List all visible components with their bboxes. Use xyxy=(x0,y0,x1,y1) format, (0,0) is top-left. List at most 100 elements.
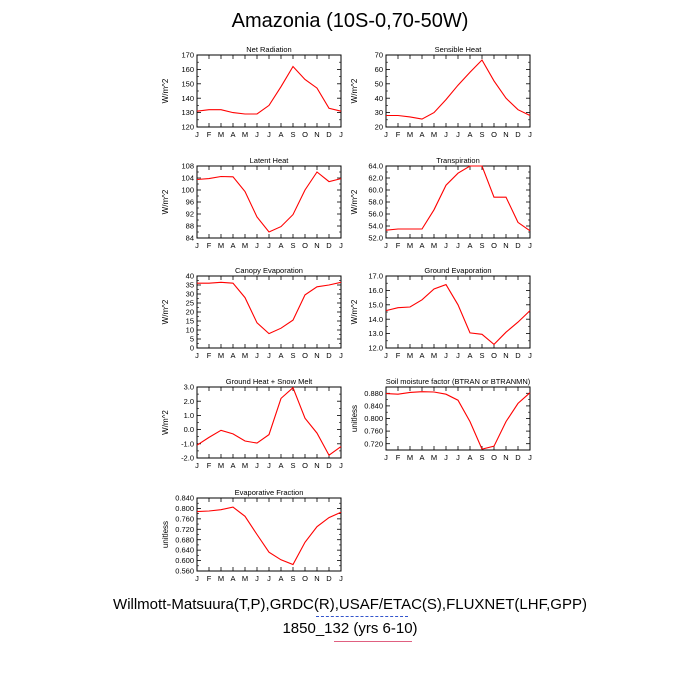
x-tick-label: N xyxy=(503,351,508,360)
x-tick-label: A xyxy=(230,130,235,139)
x-tick-label: M xyxy=(407,130,413,139)
x-tick-label: F xyxy=(396,453,401,462)
x-tick-label: O xyxy=(491,351,497,360)
y-tick-label: 96 xyxy=(186,198,194,207)
x-tick-label: M xyxy=(431,241,437,250)
panel-7: Ground Heat + Snow Melt W/m^2 -2.0 -1.0 0.0 1… xyxy=(161,377,343,470)
y-tick-label: 0.560 xyxy=(175,567,194,576)
x-tick-label: A xyxy=(278,130,283,139)
y-tick-label: 30 xyxy=(186,290,194,299)
x-tick-label: S xyxy=(290,574,295,583)
x-tick-label: A xyxy=(230,241,235,250)
x-tick-label: M xyxy=(242,130,248,139)
x-tick-label: A xyxy=(467,351,472,360)
y-tick-label: -2.0 xyxy=(181,454,194,463)
caption-underline-solid xyxy=(334,641,412,642)
x-tick-label: S xyxy=(479,453,484,462)
y-tick-label: 12.0 xyxy=(368,344,383,353)
x-tick-label: A xyxy=(278,241,283,250)
x-tick-label: J xyxy=(384,351,388,360)
x-tick-label: D xyxy=(515,130,521,139)
x-tick-label: O xyxy=(302,241,308,250)
y-tick-label: 0.720 xyxy=(175,525,194,534)
x-tick-label: J xyxy=(456,241,460,250)
x-tick-label: M xyxy=(218,461,224,470)
x-tick-label: A xyxy=(467,130,472,139)
x-tick-label: S xyxy=(290,130,295,139)
x-tick-label: J xyxy=(444,351,448,360)
x-tick-label: D xyxy=(326,574,332,583)
y-axis-label: W/m^2 xyxy=(161,299,170,324)
y-tick-label: 92 xyxy=(186,210,194,219)
x-tick-label: J xyxy=(255,351,259,360)
x-tick-label: M xyxy=(242,351,248,360)
y-axis-label: W/m^2 xyxy=(350,299,359,324)
x-tick-label: D xyxy=(515,351,521,360)
y-tick-label: 30 xyxy=(375,108,383,117)
x-tick-label: J xyxy=(267,351,271,360)
y-axis-label: W/m^2 xyxy=(161,189,170,214)
y-tick-label: 35 xyxy=(186,281,194,290)
series-line xyxy=(196,171,342,233)
x-tick-label: A xyxy=(467,453,472,462)
caption-underline-dashed xyxy=(316,616,408,617)
x-tick-label: J xyxy=(255,574,259,583)
x-tick-label: O xyxy=(302,130,308,139)
y-tick-label: 50 xyxy=(375,79,383,88)
y-axis-label: W/m^2 xyxy=(350,78,359,103)
x-tick-label: J xyxy=(195,351,199,360)
x-tick-label: F xyxy=(207,241,212,250)
y-axis-label: W/m^2 xyxy=(350,189,359,214)
y-tick-label: 120 xyxy=(181,123,194,132)
x-tick-label: J xyxy=(339,241,343,250)
x-tick-label: A xyxy=(230,574,235,583)
x-tick-label: F xyxy=(396,351,401,360)
panel-4: Transpiration W/m^2 52.0 54.0 56.0 58.0 60.0 62… xyxy=(350,156,532,250)
x-tick-label: A xyxy=(419,241,424,250)
y-tick-label: 100 xyxy=(181,186,194,195)
x-tick-label: J xyxy=(195,461,199,470)
x-tick-label: J xyxy=(339,574,343,583)
series-line xyxy=(196,506,342,566)
x-tick-label: F xyxy=(207,351,212,360)
y-tick-label: 0.760 xyxy=(175,514,194,523)
x-tick-label: A xyxy=(419,351,424,360)
x-tick-label: J xyxy=(267,461,271,470)
y-tick-label: 84 xyxy=(186,234,194,243)
y-tick-label: 62.0 xyxy=(368,174,383,183)
x-tick-label: O xyxy=(302,574,308,583)
x-tick-label: J xyxy=(255,130,259,139)
x-tick-label: M xyxy=(431,130,437,139)
y-tick-label: 25 xyxy=(186,299,194,308)
y-axis-label: W/m^2 xyxy=(161,410,170,435)
x-tick-label: A xyxy=(419,453,424,462)
x-tick-label: J xyxy=(255,241,259,250)
series-line xyxy=(385,283,531,346)
x-tick-label: M xyxy=(218,574,224,583)
plot-frame xyxy=(196,54,342,128)
x-tick-label: N xyxy=(314,574,319,583)
panel-title: Canopy Evaporation xyxy=(235,266,303,275)
y-axis-label: unitless xyxy=(350,405,359,432)
y-tick-label: 56.0 xyxy=(368,210,383,219)
y-tick-label: 88 xyxy=(186,222,194,231)
y-tick-label: 20 xyxy=(186,308,194,317)
x-tick-label: A xyxy=(278,351,283,360)
x-tick-label: F xyxy=(207,130,212,139)
x-tick-label: J xyxy=(384,241,388,250)
x-tick-label: J xyxy=(456,351,460,360)
x-tick-label: J xyxy=(384,130,388,139)
x-tick-label: D xyxy=(326,351,332,360)
x-tick-label: A xyxy=(278,574,283,583)
y-tick-label: 60 xyxy=(375,65,383,74)
y-tick-label: 0.880 xyxy=(364,389,383,398)
x-tick-label: M xyxy=(218,130,224,139)
x-tick-label: N xyxy=(314,241,319,250)
x-tick-label: D xyxy=(326,241,332,250)
y-tick-label: 0.600 xyxy=(175,556,194,565)
